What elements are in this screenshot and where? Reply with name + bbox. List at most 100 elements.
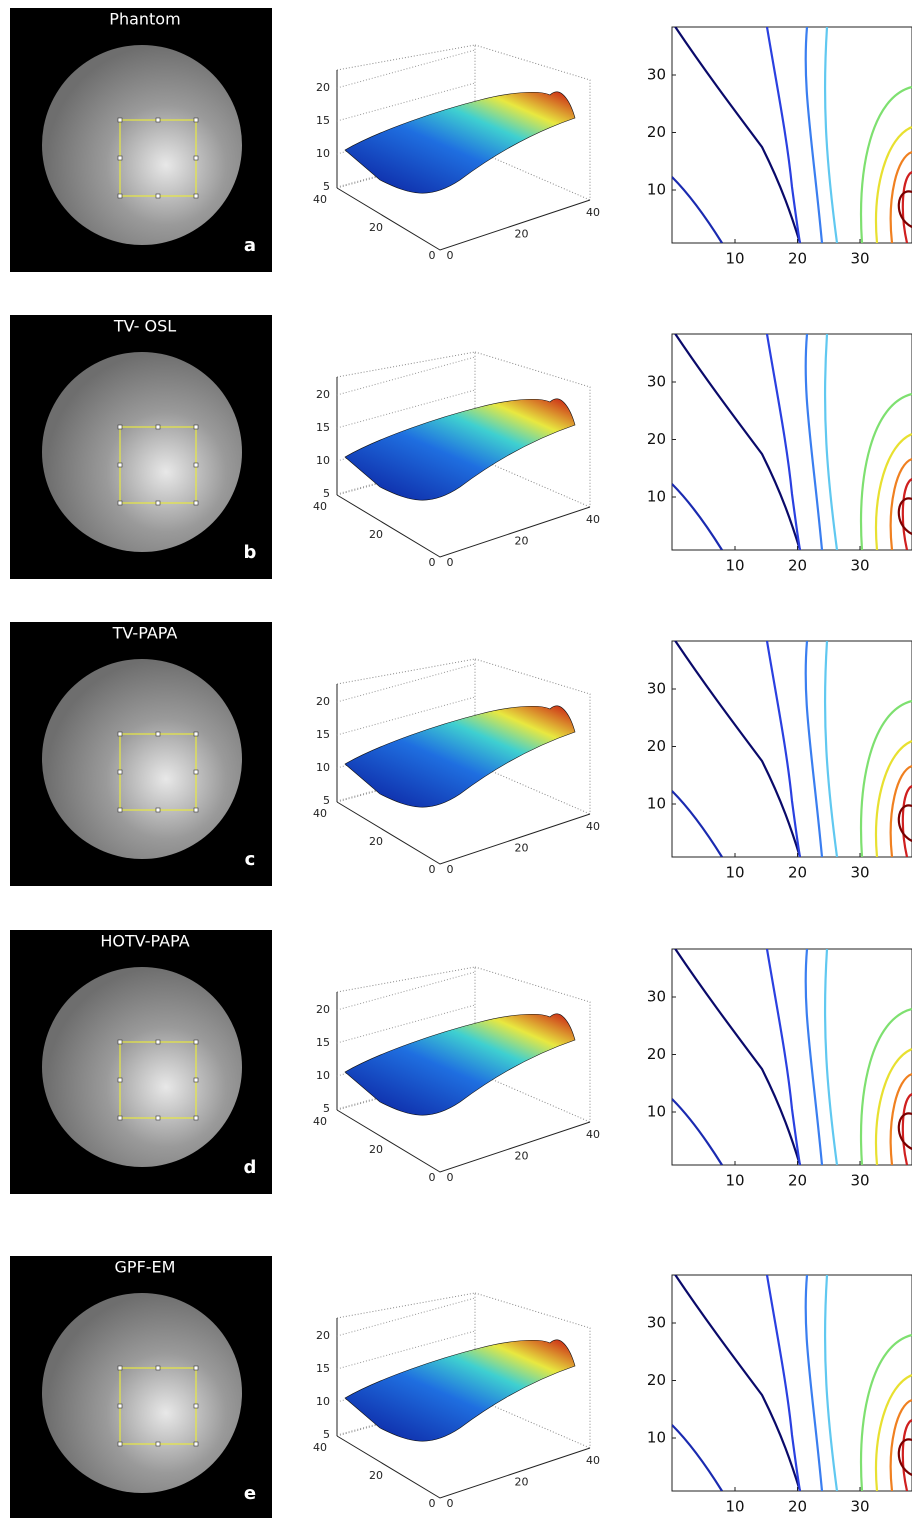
roi-handle — [118, 770, 122, 774]
depth-tick-label: 40 — [313, 807, 327, 820]
roi-handle — [194, 732, 198, 736]
image-disk — [42, 659, 242, 859]
depth-tick-label: 20 — [369, 1469, 383, 1482]
image-title: GPF-EM — [115, 1258, 176, 1277]
depth-tick-label: 20 — [369, 221, 383, 234]
roi-handle — [118, 1116, 122, 1120]
contour-plot: 102030102030 — [647, 1270, 912, 1516]
x-tick-label: 20 — [788, 557, 807, 575]
surface — [345, 1340, 575, 1441]
z-tick-label: 5 — [323, 180, 330, 193]
image-title: HOTV-PAPA — [100, 932, 189, 951]
image-disk — [42, 352, 242, 552]
y-tick-label: 30 — [647, 680, 666, 698]
image-title: TV- OSL — [113, 317, 176, 336]
x-tick-label: 30 — [850, 1498, 869, 1516]
roi-handle — [194, 1116, 198, 1120]
depth-tick-label: 40 — [313, 1441, 327, 1454]
width-tick-label: 0 — [447, 1171, 454, 1184]
z-tick-label: 10 — [316, 1395, 330, 1408]
roi-handle — [194, 463, 198, 467]
roi-handle — [118, 425, 122, 429]
roi-handle — [156, 1442, 160, 1446]
width-tick-label: 40 — [586, 513, 600, 526]
roi-handle — [118, 732, 122, 736]
z-tick-label: 20 — [316, 695, 330, 708]
z-grid-line — [337, 972, 475, 1010]
x-tick-label: 10 — [725, 557, 744, 575]
z-grid-line — [337, 357, 475, 395]
x-tick-label: 30 — [850, 250, 869, 268]
y-tick-label: 10 — [647, 795, 666, 813]
z-tick-label: 5 — [323, 487, 330, 500]
figure: Phantoma51015200204002040102030102030TV-… — [0, 0, 912, 1518]
depth-tick-label: 40 — [313, 500, 327, 513]
depth-tick-label: 20 — [369, 835, 383, 848]
width-tick-label: 0 — [447, 1497, 454, 1510]
z-grid-line — [337, 50, 475, 88]
roi-handle — [118, 118, 122, 122]
roi-handle — [194, 770, 198, 774]
y-tick-label: 30 — [647, 66, 666, 84]
y-tick-label: 30 — [647, 1314, 666, 1332]
roi-handle — [118, 1040, 122, 1044]
contour-plot: 102030102030 — [647, 636, 912, 882]
x-tick-label: 20 — [788, 1498, 807, 1516]
panel-letter: c — [245, 849, 256, 870]
depth-tick-label: 20 — [369, 528, 383, 541]
y-tick-label: 30 — [647, 373, 666, 391]
z-tick-label: 15 — [316, 421, 330, 434]
roi-handle — [194, 194, 198, 198]
width-tick-label: 20 — [515, 1150, 529, 1163]
depth-tick-label: 40 — [313, 193, 327, 206]
z-tick-label: 20 — [316, 388, 330, 401]
z-tick-label: 10 — [316, 1069, 330, 1082]
width-tick-label: 40 — [586, 1128, 600, 1141]
roi-handle — [194, 156, 198, 160]
z-grid-line — [337, 1298, 475, 1336]
z-tick-label: 15 — [316, 114, 330, 127]
roi-handle — [194, 1040, 198, 1044]
z-tick-label: 15 — [316, 1362, 330, 1375]
z-tick-label: 5 — [323, 794, 330, 807]
z-tick-label: 10 — [316, 454, 330, 467]
roi-handle — [118, 808, 122, 812]
depth-tick-label: 40 — [313, 1115, 327, 1128]
y-tick-label: 30 — [647, 988, 666, 1006]
width-tick-label: 0 — [447, 249, 454, 262]
z-grid-line — [337, 664, 475, 702]
image-disk — [42, 45, 242, 245]
roi-handle — [156, 501, 160, 505]
y-tick-label: 10 — [647, 181, 666, 199]
roi-handle — [194, 501, 198, 505]
z-tick-label: 10 — [316, 147, 330, 160]
roi-handle — [118, 156, 122, 160]
panel-row: HOTV-PAPAd51015200204002040102030102030 — [10, 930, 912, 1194]
image-title: TV-PAPA — [112, 624, 178, 643]
z-tick-label: 5 — [323, 1428, 330, 1441]
roi-handle — [118, 1442, 122, 1446]
panel-letter: e — [244, 1483, 256, 1504]
z-tick-label: 10 — [316, 761, 330, 774]
width-tick-label: 20 — [515, 228, 529, 241]
x-tick-label: 20 — [788, 1172, 807, 1190]
width-tick-label: 40 — [586, 1454, 600, 1467]
y-tick-label: 20 — [647, 123, 666, 141]
x-tick-label: 30 — [850, 1172, 869, 1190]
width-tick-label: 40 — [586, 206, 600, 219]
x-tick-label: 10 — [725, 864, 744, 882]
width-tick-label: 20 — [515, 842, 529, 855]
roi-handle — [156, 808, 160, 812]
roi-handle — [156, 194, 160, 198]
y-tick-label: 10 — [647, 488, 666, 506]
roi-handle — [118, 1078, 122, 1082]
roi-handle — [156, 425, 160, 429]
z-tick-label: 5 — [323, 1102, 330, 1115]
roi-handle — [156, 1366, 160, 1370]
y-tick-label: 20 — [647, 1045, 666, 1063]
width-tick-label: 20 — [515, 535, 529, 548]
roi-handle — [194, 1404, 198, 1408]
